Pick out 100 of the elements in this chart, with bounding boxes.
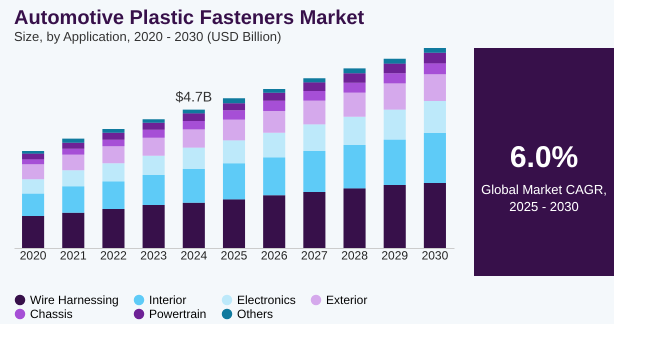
bar [384,58,406,64]
bar [62,142,84,149]
bar [22,154,44,160]
bar [384,64,406,74]
bar [344,82,366,93]
bar [182,169,205,203]
bar [22,159,44,164]
bar [22,179,44,194]
bar [344,73,366,83]
bar [62,138,84,143]
bar [424,133,446,183]
x-tick-label: 2029 [381,248,408,262]
bar [142,119,165,123]
bar [182,202,205,248]
bar [182,113,205,121]
text: 6.0% [510,141,578,174]
bar [424,183,446,248]
bar [384,83,406,110]
x-tick-label: 2022 [100,248,128,262]
text: Global Market CAGR, [481,182,607,197]
bar [303,91,326,101]
bar [142,130,165,138]
bar [142,205,165,248]
x-tick-label: 2023 [140,248,168,262]
legend-label: Interior [149,293,186,307]
x-tick-label: 2028 [341,248,368,262]
bar [222,103,246,110]
bar [263,157,286,196]
bar [102,163,124,182]
bar [22,216,44,248]
bar [142,138,165,156]
bar [22,194,44,216]
bar [22,151,44,154]
bar [303,82,326,91]
bar [222,110,246,120]
bar [102,209,124,248]
legend-label: Electronics [237,293,296,307]
x-tick-label: 2021 [60,248,87,262]
annotation: $4.7B [176,88,212,105]
legend-label: Powertrain [149,307,206,321]
chart-title: Automotive Plastic Fasteners Market [14,7,364,29]
bar [102,129,124,133]
legend-label: Exterior [326,293,368,307]
chart-subtitle: Size, by Application, 2020 - 2030 (USD Billion) [14,29,282,44]
text: 2025 - 2030 [509,199,579,214]
bar [424,63,446,74]
bar [263,111,286,133]
bar [424,74,446,101]
x-tick-label: 2030 [422,248,449,262]
bar [344,116,366,145]
bar [102,140,124,146]
bar [424,48,446,53]
bar [263,100,286,111]
bar [102,181,124,209]
bar [344,145,366,188]
bar [344,68,366,74]
bar [384,110,406,140]
bar [424,52,446,64]
bar [303,192,326,248]
bar [263,195,286,248]
bar [263,92,286,101]
bar [62,170,84,186]
bar [182,129,205,148]
bar [222,98,246,104]
bar [62,186,84,213]
bar [303,78,326,82]
bar [222,163,246,200]
bar [182,121,205,130]
bar [384,73,406,84]
bar [142,175,165,205]
bar [62,154,84,170]
bar [263,132,286,158]
bar [22,164,44,180]
x-tick-label: 2020 [20,248,47,262]
legend-label: Others [237,307,274,321]
bar [62,148,84,155]
bar [182,148,205,169]
bar [182,110,205,114]
bar [344,92,366,117]
bar [384,140,406,185]
bar [303,151,326,192]
bar [344,188,366,248]
bar [62,212,84,248]
bar [222,199,246,248]
bar [384,185,406,248]
bar [222,120,246,140]
legend-label: Wire Harnessing [30,293,119,307]
bar [263,89,286,93]
bar [102,146,124,164]
bar [303,124,326,151]
bar [102,132,124,140]
bar [303,100,326,124]
bar [142,156,165,175]
x-tick-label: 2024 [180,248,208,262]
x-tick-label: 2025 [220,248,248,262]
x-tick-label: 2027 [301,248,328,262]
x-tick-label: 2026 [260,248,288,262]
bar [222,140,246,164]
legend-label: Chassis [30,307,73,321]
bar [142,122,165,130]
